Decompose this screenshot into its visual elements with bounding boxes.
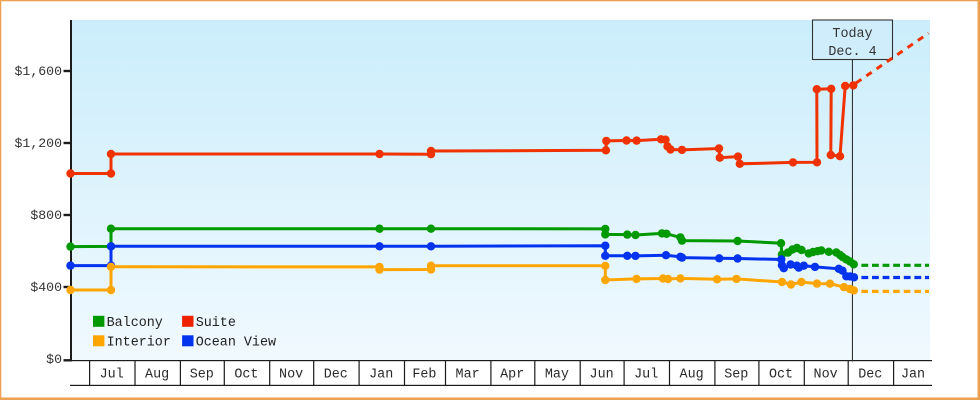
svg-text:Jan: Jan	[901, 368, 925, 383]
svg-text:Dec: Dec	[324, 368, 348, 383]
svg-text:Aug: Aug	[145, 368, 169, 383]
svg-text:Ocean View: Ocean View	[196, 335, 276, 350]
svg-text:Aug: Aug	[680, 368, 704, 383]
svg-text:$400: $400	[30, 280, 62, 295]
svg-text:Mar: Mar	[456, 368, 480, 383]
svg-text:Apr: Apr	[500, 368, 524, 383]
svg-text:Sep: Sep	[724, 368, 748, 383]
svg-text:Dec. 4: Dec. 4	[828, 45, 876, 60]
svg-text:Nov: Nov	[279, 368, 303, 383]
svg-text:$0: $0	[46, 352, 62, 367]
svg-text:Feb: Feb	[412, 368, 436, 383]
svg-text:Jul: Jul	[634, 368, 658, 383]
svg-text:$800: $800	[30, 208, 62, 223]
svg-text:Jul: Jul	[100, 368, 124, 383]
svg-text:$1,200: $1,200	[15, 136, 63, 151]
svg-text:Oct: Oct	[234, 368, 258, 383]
svg-text:Sep: Sep	[190, 368, 214, 383]
svg-text:Today: Today	[832, 27, 872, 42]
svg-text:Dec: Dec	[858, 368, 882, 383]
svg-text:May: May	[545, 368, 569, 383]
svg-text:Oct: Oct	[769, 368, 793, 383]
svg-text:Interior: Interior	[107, 335, 171, 350]
svg-text:$1,600: $1,600	[15, 64, 63, 79]
svg-text:Jan: Jan	[369, 368, 393, 383]
svg-text:Suite: Suite	[196, 316, 236, 331]
svg-text:Nov: Nov	[814, 368, 838, 383]
svg-text:Balcony: Balcony	[107, 316, 163, 331]
svg-text:Jun: Jun	[590, 368, 614, 383]
